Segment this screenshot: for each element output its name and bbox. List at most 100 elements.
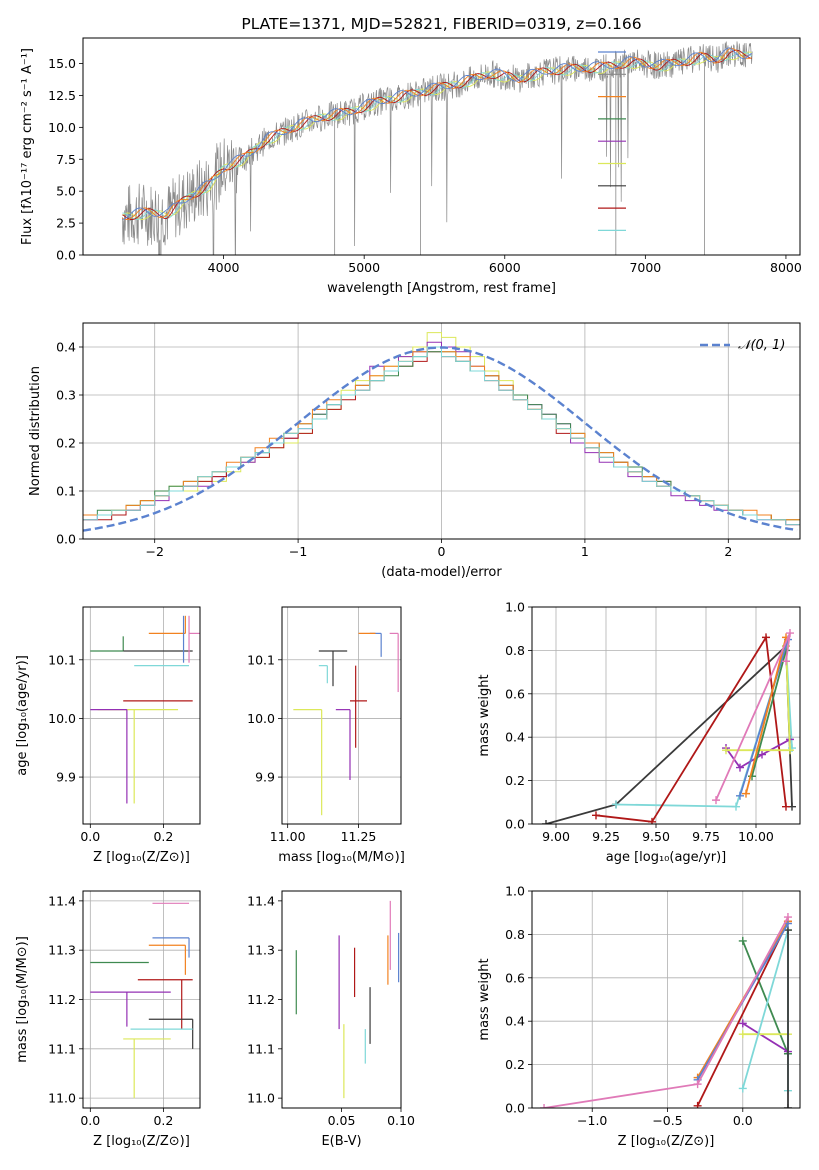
weight-marker-salpeter_stelib: [592, 811, 600, 820]
weight-marker-pink: [712, 796, 720, 805]
y-tick-label: 5.0: [56, 184, 76, 199]
y-tick-label: 0.2: [505, 1057, 525, 1072]
x-tick-label: 6000: [489, 260, 521, 275]
weight-marker-kroupa_elodie: [722, 746, 730, 755]
y-axis-label: Flux [fλ10⁻¹⁷ erg cm⁻² s⁻¹ A⁻¹]: [20, 48, 35, 245]
y-tick-label: 11.2: [48, 992, 76, 1007]
y-tick-label: 10.0: [48, 120, 76, 135]
y-axis-label: Normed distribution: [28, 366, 43, 496]
x-tick-label: −2: [145, 544, 163, 559]
y-tick-label: 0.0: [505, 817, 525, 832]
mass-age-plot-area: [293, 632, 399, 816]
legend-label-normal: 𝒩(0, 1): [738, 338, 785, 353]
weight-marker-chabrier_elodie: [738, 936, 747, 945]
weight-marker-pink: [782, 657, 790, 666]
y-tick-label: 0.8: [505, 643, 525, 658]
y-tick-label: 10.0: [48, 711, 76, 726]
model-spectrum-kroupa_elodie: [122, 51, 752, 220]
observed-spectrum-line: [122, 41, 753, 255]
x-tick-label: 9.50: [642, 829, 670, 844]
y-tick-label: 0.4: [505, 1014, 525, 1029]
y-tick-label: 10.0: [247, 711, 275, 726]
weight-line-pink: [543, 916, 789, 1108]
x-tick-label: 8000: [770, 260, 802, 275]
y-tick-label: 0.0: [56, 248, 76, 263]
histogram-step-kroupa_stelib: [83, 346, 800, 526]
weight-line-chabrier_miles: [739, 639, 789, 797]
x-tick-label: 0.2: [153, 829, 173, 844]
y-tick-label: 10.1: [48, 652, 76, 667]
y-tick-label: 11.1: [247, 1041, 275, 1056]
x-tick-label: 9.25: [592, 829, 620, 844]
x-tick-label: 11.00: [270, 829, 306, 844]
y-tick-label: 15.0: [48, 56, 76, 71]
weight-marker-kroupa_stelib: [612, 800, 620, 809]
chart-title: PLATE=1371, MJD=52821, FIBERID=0319, z=0…: [241, 15, 641, 33]
y-tick-label: 0.1: [56, 484, 76, 499]
weight-line-salpeter_stelib: [696, 921, 789, 1107]
age-weight-plot-area: [542, 629, 796, 824]
z-age-plot-area: [90, 615, 200, 804]
y-tick-label: 0.0: [56, 532, 76, 547]
weight-marker-kroupa_stelib: [738, 1084, 747, 1093]
y-tick-label: 0.3: [56, 388, 76, 403]
y-axis-label: age [log₁₀(age/yr)]: [15, 655, 30, 776]
axes-frame: [82, 322, 801, 540]
x-tick-label: 9.00: [542, 829, 570, 844]
weight-marker-pink: [783, 913, 792, 922]
y-tick-label: 0.2: [56, 436, 76, 451]
y-tick-label: 9.9: [56, 770, 76, 785]
y-axis-label: mass weight: [477, 674, 492, 756]
y-tick-label: 11.3: [247, 943, 275, 958]
x-tick-label: 10.00: [738, 829, 774, 844]
x-axis-label: E(B-V): [321, 1134, 361, 1149]
y-tick-label: 0.4: [505, 730, 525, 745]
y-tick-label: 9.9: [255, 770, 275, 785]
axes-frame: [531, 606, 801, 825]
weight-marker-pink: [693, 1080, 702, 1089]
y-tick-label: 12.5: [48, 88, 76, 103]
x-tick-label: 0.0: [733, 1113, 753, 1128]
y-tick-label: 0.4: [56, 340, 76, 355]
model-spectrum-chabrier_miles: [122, 47, 752, 221]
y-axis-label: mass [log₁₀(M/M⊙)]: [15, 936, 30, 1063]
weight-line-kroupa_miles: [745, 637, 787, 794]
weight-marker-kroupa_elodie: [786, 746, 794, 755]
axes-frame: [82, 37, 801, 256]
x-tick-label: 0.0: [80, 829, 100, 844]
x-axis-label: age [log₁₀(age/yr)]: [606, 850, 727, 865]
weight-marker-salpeter_stelib: [782, 802, 790, 811]
weight-line-kroupa_stelib: [741, 929, 789, 1091]
y-tick-label: 11.2: [247, 992, 275, 1007]
weight-marker-salpeter_elodie: [736, 763, 744, 772]
ebv-mass-plot-area: [295, 900, 400, 1099]
weight-marker-chabrier_stelib: [783, 1104, 792, 1108]
x-tick-label: 7000: [629, 260, 661, 275]
axes-frame: [281, 606, 402, 825]
axes-frame: [281, 890, 402, 1109]
weight-marker-kroupa_stelib: [732, 802, 740, 811]
normal-curve-line: [83, 346, 798, 532]
x-tick-label: 0.05: [328, 1113, 356, 1128]
x-tick-label: 2: [724, 544, 732, 559]
weight-marker-kroupa_elodie: [738, 1030, 747, 1039]
weight-marker-salpeter_stelib: [693, 1101, 702, 1108]
x-tick-label: 9.75: [692, 829, 720, 844]
x-tick-label: −0.5: [652, 1113, 682, 1128]
y-tick-label: 11.0: [48, 1091, 76, 1106]
x-tick-label: 0.2: [153, 1113, 173, 1128]
weight-line-salpeter_elodie: [742, 1022, 789, 1053]
y-tick-label: 7.5: [56, 152, 76, 167]
y-tick-label: 11.1: [48, 1041, 76, 1056]
weight-line-salpeter_stelib: [595, 634, 787, 823]
x-axis-label: Z [log₁₀(Z/Z⊙)]: [93, 850, 190, 865]
y-tick-label: 1.0: [505, 884, 525, 899]
x-tick-label: 11.25: [341, 829, 377, 844]
x-tick-label: 4000: [208, 260, 240, 275]
x-axis-label: Z [log₁₀(Z/Z⊙)]: [618, 1134, 715, 1149]
y-tick-label: 11.4: [48, 893, 76, 908]
weight-line-chabrier_elodie: [751, 650, 787, 777]
y-tick-label: 0.2: [505, 773, 525, 788]
y-tick-label: 0.6: [505, 970, 525, 985]
spectrum-plot-area: [122, 41, 753, 255]
